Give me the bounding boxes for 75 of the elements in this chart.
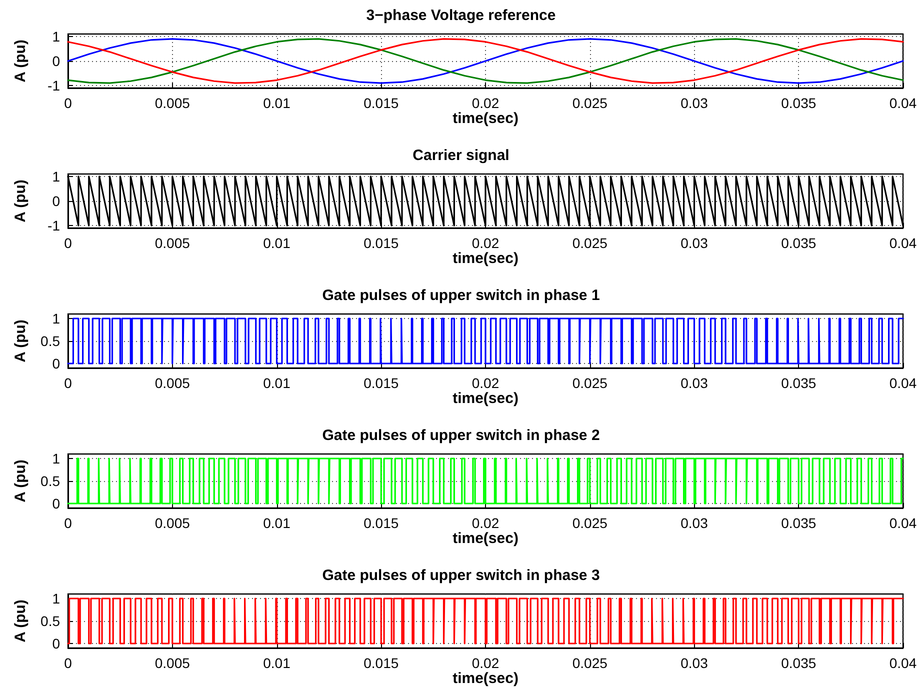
- x-tick-label: 0.02: [472, 375, 500, 391]
- y-tick-label: 1: [52, 28, 60, 44]
- x-tick-label: 0.02: [472, 235, 500, 251]
- x-tick-label: 0.015: [364, 95, 399, 111]
- x-tick-label: 0.04: [889, 95, 917, 111]
- chart-title: Carrier signal: [412, 147, 510, 164]
- x-tick-label: 0.03: [680, 235, 708, 251]
- x-tick-label: 0.01: [263, 515, 291, 531]
- x-tick-label: 0.02: [472, 515, 500, 531]
- chart-title: Gate pulses of upper switch in phase 3: [322, 567, 600, 584]
- x-tick-label: 0.025: [572, 235, 608, 251]
- x-tick-label: 0.03: [680, 95, 708, 111]
- x-tick-label: 0.025: [572, 655, 608, 671]
- y-axis-title: A (pu): [12, 180, 29, 222]
- x-tick-label: 0: [64, 235, 72, 251]
- y-tick-label: 0: [52, 53, 60, 69]
- x-tick-label: 0.04: [889, 515, 917, 531]
- x-tick-label: 0.04: [889, 655, 917, 671]
- x-tick-label: 0.03: [680, 375, 708, 391]
- chart-title: Gate pulses of upper switch in phase 2: [322, 427, 600, 444]
- x-tick-label: 0.04: [889, 235, 917, 251]
- x-tick-label: 0.015: [364, 655, 399, 671]
- y-tick-label: 1: [52, 168, 60, 184]
- y-tick-label: 0: [52, 496, 60, 512]
- x-tick-label: 0.015: [364, 235, 399, 251]
- y-tick-label: 1: [52, 590, 60, 606]
- y-tick-label: -1: [48, 78, 60, 94]
- x-tick-label: 0.035: [781, 655, 816, 671]
- x-tick-label: 0.035: [781, 95, 816, 111]
- x-tick-label: 0: [64, 515, 72, 531]
- y-tick-label: 0.5: [40, 613, 60, 629]
- y-axis-title: A (pu): [12, 600, 29, 642]
- x-axis-title: time(sec): [452, 670, 518, 687]
- x-tick-label: 0: [64, 655, 72, 671]
- x-tick-label: 0.02: [472, 655, 500, 671]
- y-tick-label: 0: [52, 356, 60, 372]
- y-axis-title: A (pu): [12, 320, 29, 362]
- x-tick-label: 0.035: [781, 235, 816, 251]
- chart-title: 3−phase Voltage reference: [366, 7, 556, 24]
- y-axis-title: A (pu): [12, 40, 29, 82]
- x-tick-label: 0: [64, 95, 72, 111]
- x-tick-label: 0.005: [154, 235, 190, 251]
- x-tick-label: 0.025: [572, 375, 608, 391]
- y-tick-label: 1: [52, 450, 60, 466]
- x-tick-label: 0.015: [364, 515, 399, 531]
- y-axis-title: A (pu): [12, 460, 29, 502]
- y-tick-label: 0.5: [40, 473, 60, 489]
- x-tick-label: 0.005: [154, 655, 190, 671]
- x-tick-label: 0.03: [680, 515, 708, 531]
- x-tick-label: 0.025: [572, 515, 608, 531]
- chart-title: Gate pulses of upper switch in phase 1: [322, 287, 600, 304]
- y-tick-label: -1: [48, 218, 60, 234]
- x-tick-label: 0: [64, 375, 72, 391]
- x-tick-label: 0.04: [889, 375, 917, 391]
- x-axis-title: time(sec): [452, 390, 518, 407]
- x-tick-label: 0.035: [781, 375, 816, 391]
- y-tick-label: 0: [52, 636, 60, 652]
- y-tick-label: 0.5: [40, 333, 60, 349]
- y-tick-label: 1: [52, 310, 60, 326]
- x-tick-label: 0.02: [472, 95, 500, 111]
- x-tick-label: 0.01: [263, 95, 291, 111]
- x-tick-label: 0.01: [263, 235, 291, 251]
- x-tick-label: 0.005: [154, 375, 190, 391]
- x-tick-label: 0.015: [364, 375, 399, 391]
- x-tick-label: 0.01: [263, 375, 291, 391]
- y-tick-label: 0: [52, 193, 60, 209]
- x-tick-label: 0.01: [263, 655, 291, 671]
- x-axis-title: time(sec): [452, 250, 518, 267]
- x-axis-title: time(sec): [452, 530, 518, 547]
- x-tick-label: 0.025: [572, 95, 608, 111]
- x-axis-title: time(sec): [452, 110, 518, 127]
- x-tick-label: 0.035: [781, 515, 816, 531]
- x-tick-label: 0.005: [154, 95, 190, 111]
- x-tick-label: 0.03: [680, 655, 708, 671]
- x-tick-label: 0.005: [154, 515, 190, 531]
